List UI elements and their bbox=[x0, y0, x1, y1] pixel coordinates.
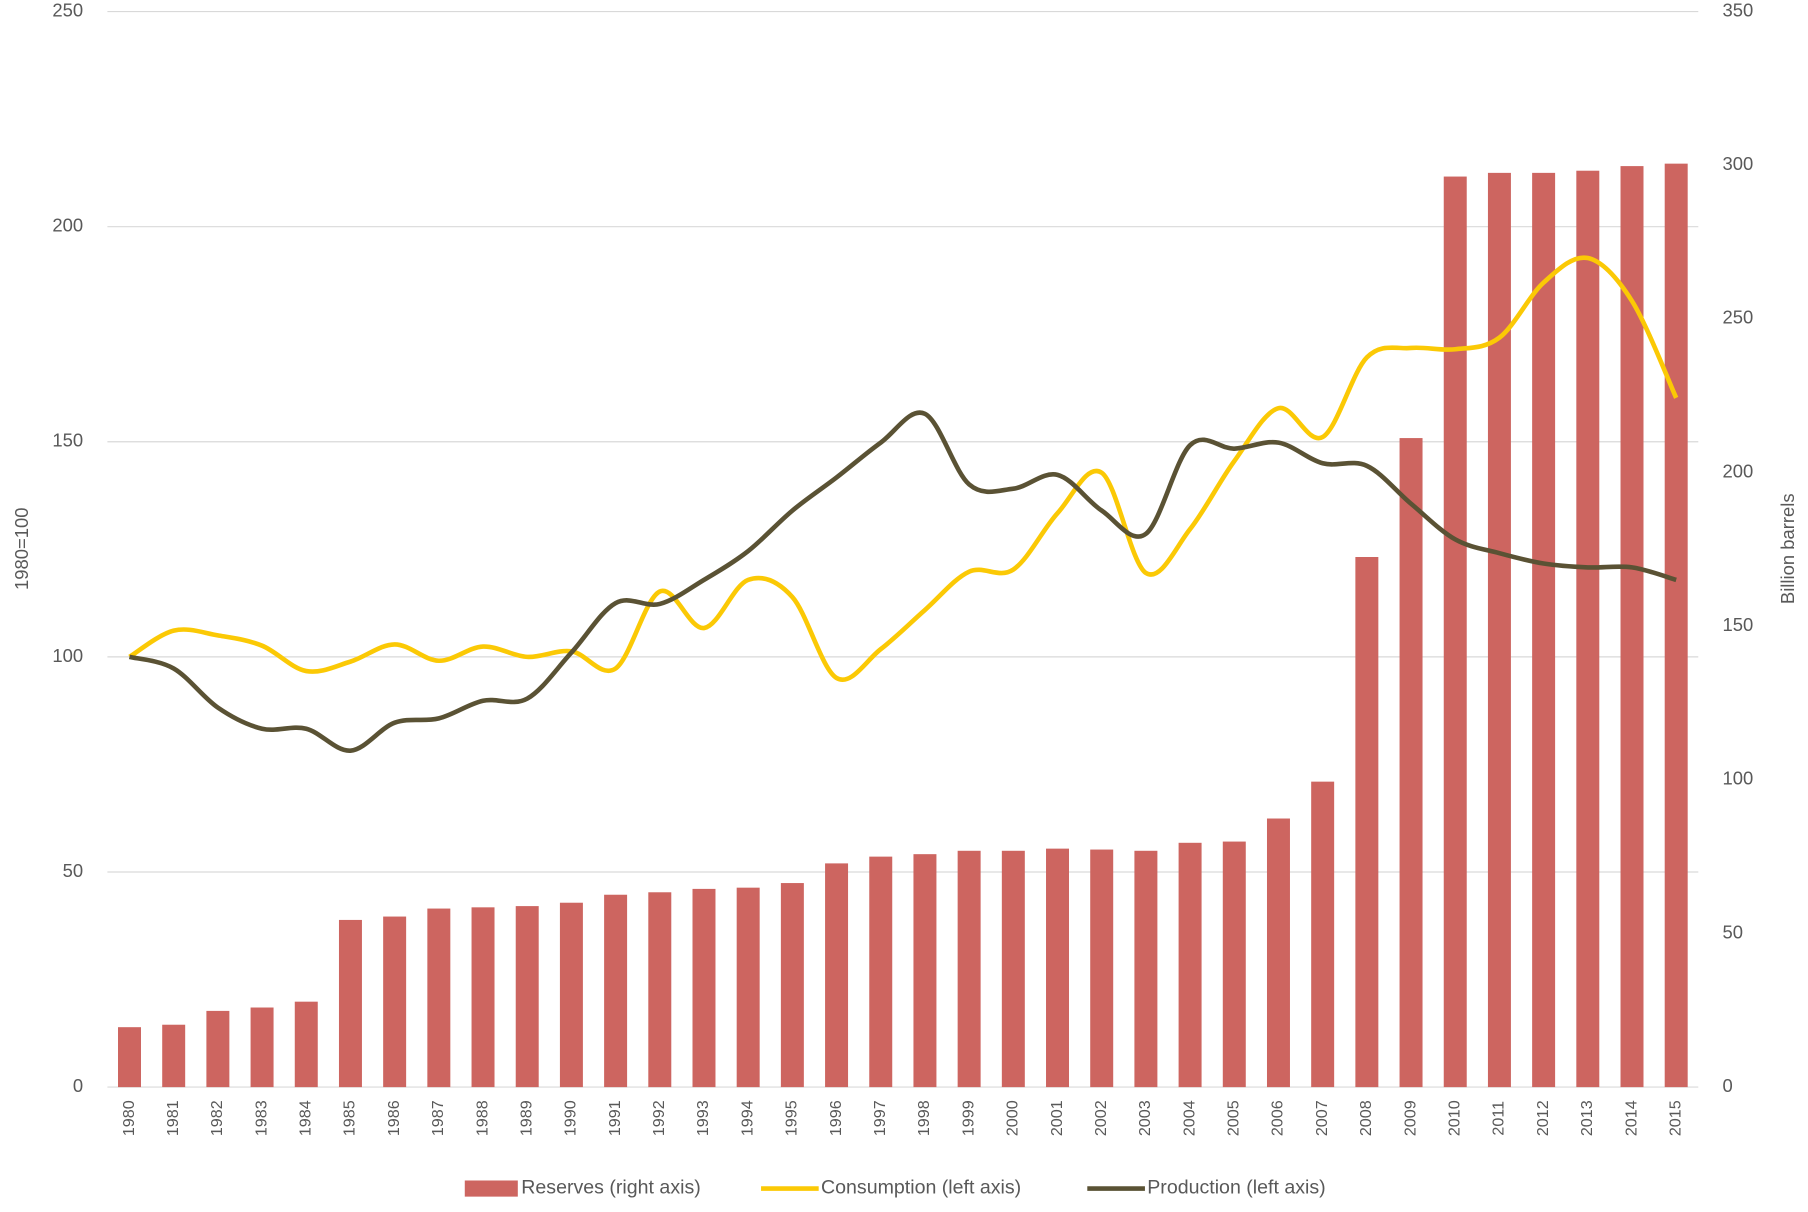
x-tick-label: 2012 bbox=[1534, 1100, 1552, 1136]
x-tick-label: 1995 bbox=[783, 1100, 801, 1136]
bar bbox=[1664, 163, 1688, 1088]
bar bbox=[1311, 781, 1335, 1088]
x-tick-label: 1984 bbox=[297, 1100, 315, 1136]
x-tick-label: 2011 bbox=[1490, 1101, 1508, 1136]
line bbox=[128, 410, 1677, 753]
x-tick-label: 2006 bbox=[1269, 1100, 1287, 1136]
x-tick-label: 1990 bbox=[562, 1100, 580, 1136]
y-tick-label: 0 bbox=[73, 1075, 83, 1096]
bar bbox=[1134, 850, 1158, 1088]
x-tick-label: 2001 bbox=[1048, 1100, 1066, 1136]
line bbox=[128, 255, 1679, 682]
x-tick-label: 1982 bbox=[208, 1100, 226, 1136]
bar bbox=[1046, 848, 1070, 1088]
x-tick-label: 2009 bbox=[1401, 1100, 1419, 1136]
x-tick-label: 1983 bbox=[252, 1100, 270, 1136]
x-tick-label: 2007 bbox=[1313, 1100, 1331, 1136]
bar bbox=[206, 1010, 230, 1088]
bar bbox=[869, 856, 893, 1088]
bar bbox=[604, 894, 628, 1088]
x-tick-label: 1997 bbox=[871, 1100, 889, 1136]
x-tick-label: 1999 bbox=[959, 1100, 977, 1136]
x-tick-label: 2008 bbox=[1357, 1100, 1375, 1136]
x-tick-label: 1989 bbox=[517, 1100, 535, 1136]
bar bbox=[736, 887, 760, 1088]
y-tick-label: 100 bbox=[52, 645, 83, 666]
x-tick-label: 2005 bbox=[1225, 1100, 1243, 1136]
bar bbox=[118, 1027, 141, 1088]
y2-axis-label: Billion barrels bbox=[1777, 493, 1798, 604]
bar bbox=[692, 888, 716, 1088]
y2-tick-label: 300 bbox=[1723, 153, 1754, 174]
x-tick-label: 1996 bbox=[827, 1100, 845, 1136]
bar bbox=[1355, 557, 1379, 1088]
x-tick-label: 1993 bbox=[694, 1100, 712, 1136]
x-tick-label: 1994 bbox=[738, 1100, 756, 1136]
x-tick-label: 1980 bbox=[120, 1100, 138, 1136]
y-tick-label: 150 bbox=[52, 430, 83, 451]
bar bbox=[162, 1024, 186, 1088]
bar bbox=[913, 854, 937, 1088]
y-tick-label: 200 bbox=[52, 215, 83, 236]
bar bbox=[648, 892, 672, 1088]
y2-tick-label: 0 bbox=[1723, 1075, 1733, 1096]
x-tick-label: 2015 bbox=[1666, 1100, 1684, 1136]
bar bbox=[250, 1007, 274, 1088]
y-tick-label: 50 bbox=[63, 860, 84, 881]
x-tick-label: 1988 bbox=[473, 1100, 491, 1136]
y-axis-label: 1980=100 bbox=[11, 507, 32, 590]
x-tick-label: 2014 bbox=[1622, 1100, 1640, 1136]
legend-label: Reserves (right axis) bbox=[521, 1177, 701, 1199]
y2-tick-label: 250 bbox=[1723, 307, 1754, 328]
x-tick-label: 2000 bbox=[1004, 1100, 1022, 1136]
x-tick-label: 1981 bbox=[164, 1100, 182, 1136]
x-tick-label: 1992 bbox=[650, 1100, 668, 1136]
x-tick-label: 1987 bbox=[429, 1100, 447, 1136]
bar bbox=[1222, 841, 1246, 1088]
x-tick-label: 1985 bbox=[341, 1100, 359, 1136]
bar bbox=[427, 908, 451, 1088]
x-tick-label: 2013 bbox=[1578, 1100, 1596, 1136]
y2-tick-label: 50 bbox=[1723, 921, 1744, 942]
y2-tick-label: 200 bbox=[1723, 460, 1754, 481]
bar bbox=[1399, 438, 1423, 1088]
bar bbox=[1576, 170, 1600, 1088]
bar bbox=[1090, 849, 1114, 1088]
bar bbox=[1487, 172, 1511, 1088]
x-tick-label: 2002 bbox=[1092, 1100, 1110, 1136]
legend-label: Consumption (left axis) bbox=[821, 1177, 1021, 1199]
bar bbox=[515, 906, 539, 1088]
y-tick-label: 250 bbox=[52, 0, 83, 20]
legend-label: Production (left axis) bbox=[1147, 1177, 1325, 1199]
bar bbox=[1443, 176, 1467, 1088]
x-tick-label: 1991 bbox=[606, 1100, 624, 1136]
bar bbox=[825, 863, 849, 1088]
x-tick-label: 1998 bbox=[915, 1100, 933, 1136]
legend-swatch bbox=[464, 1180, 518, 1197]
bar bbox=[294, 1001, 318, 1088]
bar bbox=[1532, 172, 1556, 1088]
bar bbox=[780, 883, 804, 1088]
bar bbox=[338, 919, 362, 1088]
bar bbox=[559, 902, 583, 1088]
y2-tick-label: 100 bbox=[1723, 768, 1754, 789]
bar bbox=[1620, 166, 1644, 1088]
x-tick-label: 2004 bbox=[1180, 1100, 1198, 1136]
bar bbox=[383, 916, 407, 1088]
bar bbox=[957, 850, 981, 1088]
bar bbox=[471, 907, 495, 1088]
bar bbox=[1266, 818, 1290, 1088]
x-tick-label: 1986 bbox=[385, 1100, 403, 1136]
x-tick-label: 2010 bbox=[1446, 1100, 1464, 1136]
x-tick-label: 2003 bbox=[1136, 1100, 1154, 1136]
y2-tick-label: 150 bbox=[1723, 614, 1754, 635]
bar bbox=[1178, 842, 1202, 1088]
y2-tick-label: 350 bbox=[1723, 0, 1754, 20]
bar bbox=[1001, 850, 1025, 1088]
